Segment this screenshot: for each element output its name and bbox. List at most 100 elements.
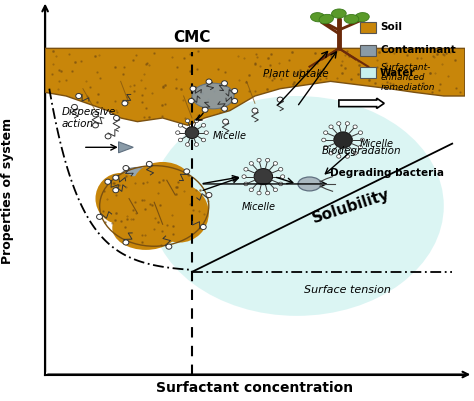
Ellipse shape — [344, 14, 359, 24]
Circle shape — [201, 138, 206, 142]
Circle shape — [324, 146, 328, 149]
Text: Surfactant-
enhanced
remediation: Surfactant- enhanced remediation — [381, 63, 435, 92]
Ellipse shape — [117, 168, 158, 200]
Text: Plant uptake: Plant uptake — [264, 69, 329, 79]
Circle shape — [337, 154, 341, 158]
Text: Biodegradation: Biodegradation — [322, 146, 402, 156]
Circle shape — [92, 123, 99, 128]
Circle shape — [201, 124, 206, 127]
Text: Micelle: Micelle — [213, 131, 247, 141]
Circle shape — [105, 134, 111, 139]
Ellipse shape — [95, 173, 146, 224]
Text: Water: Water — [380, 68, 416, 78]
Circle shape — [221, 81, 228, 86]
Circle shape — [252, 108, 258, 113]
Circle shape — [242, 175, 246, 178]
Circle shape — [337, 122, 341, 126]
Circle shape — [202, 107, 208, 112]
Circle shape — [184, 169, 190, 174]
Circle shape — [185, 119, 190, 123]
Circle shape — [334, 132, 352, 148]
Text: Properties of system: Properties of system — [1, 118, 14, 264]
Circle shape — [329, 151, 333, 155]
Circle shape — [123, 240, 129, 245]
Text: Contaminant: Contaminant — [380, 45, 456, 55]
Circle shape — [185, 143, 190, 146]
Text: CMC: CMC — [173, 30, 210, 45]
Circle shape — [146, 161, 152, 166]
Ellipse shape — [108, 173, 201, 239]
Text: Degrading bacteria: Degrading bacteria — [330, 168, 445, 178]
Circle shape — [345, 154, 349, 158]
Circle shape — [279, 168, 283, 171]
Ellipse shape — [310, 12, 325, 22]
X-axis label: Surfactant concentration: Surfactant concentration — [156, 381, 354, 395]
Circle shape — [113, 175, 118, 180]
Circle shape — [232, 89, 237, 93]
Circle shape — [223, 119, 228, 124]
Circle shape — [353, 151, 357, 155]
Ellipse shape — [112, 206, 179, 250]
Circle shape — [122, 101, 128, 106]
Text: Solubility: Solubility — [310, 186, 392, 226]
Ellipse shape — [319, 14, 334, 24]
Circle shape — [97, 214, 102, 219]
Circle shape — [204, 131, 209, 134]
Circle shape — [257, 158, 261, 162]
Circle shape — [345, 122, 349, 126]
Circle shape — [249, 162, 254, 165]
Circle shape — [176, 131, 180, 134]
Text: Dispersive
action: Dispersive action — [62, 107, 116, 129]
Polygon shape — [45, 49, 465, 126]
Circle shape — [92, 112, 99, 117]
Ellipse shape — [133, 162, 192, 206]
Circle shape — [358, 131, 363, 134]
Ellipse shape — [331, 9, 346, 18]
Circle shape — [72, 104, 77, 109]
Circle shape — [265, 191, 270, 195]
Circle shape — [232, 99, 237, 103]
Circle shape — [206, 192, 212, 198]
Circle shape — [249, 188, 254, 192]
Circle shape — [273, 188, 277, 192]
Circle shape — [360, 138, 365, 142]
Circle shape — [178, 124, 182, 127]
Circle shape — [254, 168, 273, 185]
Circle shape — [281, 175, 285, 178]
Circle shape — [185, 127, 199, 138]
FancyBboxPatch shape — [360, 22, 376, 33]
Circle shape — [76, 93, 82, 99]
Circle shape — [188, 99, 194, 103]
FancyArrow shape — [339, 98, 384, 108]
Circle shape — [273, 162, 277, 165]
Circle shape — [201, 225, 206, 229]
Circle shape — [244, 168, 248, 171]
Ellipse shape — [150, 96, 444, 316]
Circle shape — [113, 115, 119, 121]
Circle shape — [123, 166, 129, 171]
Circle shape — [194, 119, 199, 123]
Circle shape — [324, 131, 328, 134]
Circle shape — [265, 158, 270, 162]
Ellipse shape — [355, 12, 369, 22]
Circle shape — [113, 188, 118, 193]
Text: Micelle: Micelle — [360, 139, 394, 149]
Circle shape — [190, 86, 196, 91]
Text: Micelle: Micelle — [242, 202, 276, 212]
Circle shape — [358, 146, 363, 149]
Ellipse shape — [150, 184, 209, 243]
Circle shape — [279, 182, 283, 186]
Circle shape — [194, 143, 199, 146]
Circle shape — [105, 179, 111, 184]
FancyBboxPatch shape — [360, 45, 376, 56]
Circle shape — [353, 125, 357, 129]
Text: Surface tension: Surface tension — [304, 285, 391, 295]
Circle shape — [277, 97, 283, 102]
Text: Soil: Soil — [380, 22, 402, 32]
FancyBboxPatch shape — [360, 67, 376, 79]
Circle shape — [178, 138, 182, 142]
Ellipse shape — [192, 83, 234, 109]
Ellipse shape — [298, 177, 321, 191]
Circle shape — [322, 138, 326, 142]
Circle shape — [244, 182, 248, 186]
